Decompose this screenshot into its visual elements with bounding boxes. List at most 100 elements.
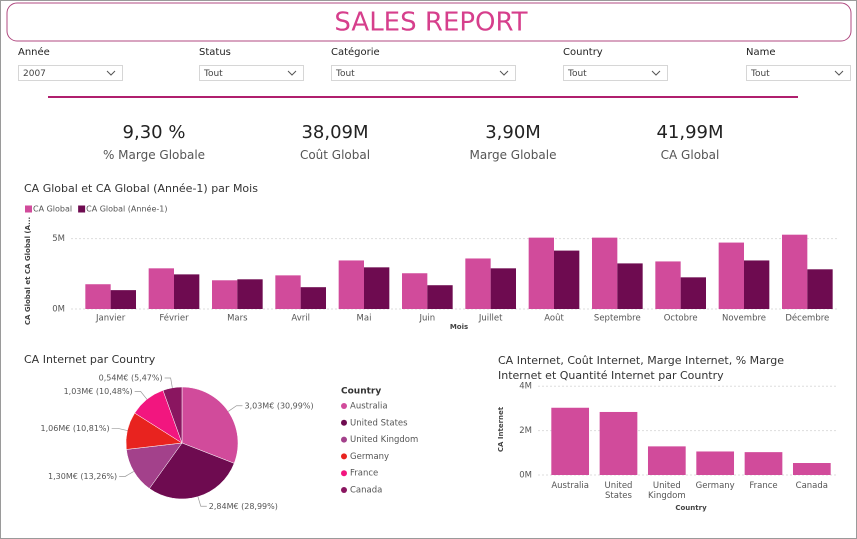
x-tick-label: Septembre (594, 314, 641, 324)
report-title: SALES REPORT (334, 8, 527, 38)
data-label: 3,03M€ (30,99%) (244, 401, 313, 410)
leader-line (164, 377, 173, 388)
x-axis-label: Mois (450, 323, 468, 331)
leader-line (111, 427, 128, 431)
x-axis-label: Country (675, 504, 707, 512)
legend-title: Country (341, 387, 381, 397)
kpi-label: Coût Global (299, 148, 371, 162)
bar (85, 284, 111, 309)
legend-label: CA Global (Année-1) (86, 204, 167, 214)
data-label: 1,06M€ (10,81%) (41, 424, 110, 433)
y-tick-label: 2M (519, 426, 532, 436)
chart-title: CA Internet par Country (24, 353, 156, 366)
x-tick-label: United Kingdom (648, 481, 686, 501)
x-tick-label: Germany (695, 481, 735, 491)
bar (275, 275, 301, 309)
kpi-value: 38,09M (301, 122, 369, 143)
leader-line (134, 391, 148, 400)
kpi-label: CA Global (660, 148, 720, 162)
chevron (499, 70, 509, 76)
bar (110, 290, 136, 309)
filter-dropdown[interactable]: Tout (563, 65, 668, 81)
legend-swatch (341, 419, 347, 426)
data-label: 2,84M€ (28,99%) (209, 502, 278, 511)
bar (792, 463, 831, 475)
bar (744, 452, 783, 475)
leader-line (228, 405, 243, 412)
chevron (834, 70, 844, 76)
y-axis-label: CA Internet (497, 406, 505, 452)
chevron (651, 70, 661, 76)
legend-label: United Kingdom (350, 435, 418, 445)
kpi-label: Marge Globale (469, 148, 557, 162)
chart-title: CA Global et CA Global (Année-1) par Moi… (24, 182, 258, 195)
leader-line (119, 471, 134, 477)
x-tick-label: Juillet (478, 314, 503, 324)
bar (592, 237, 618, 309)
bar (647, 446, 686, 475)
legend-swatch (25, 205, 32, 213)
bar (427, 285, 453, 309)
bar (744, 260, 770, 309)
x-tick-label: United States (604, 481, 633, 501)
filter-dropdown[interactable]: 2007 (18, 65, 123, 81)
legend-swatch (78, 205, 86, 213)
bar (718, 242, 744, 309)
title-box (6, 2, 852, 42)
pie-slice (149, 442, 235, 500)
y-tick-label: 5M (52, 234, 65, 244)
bar (402, 273, 428, 309)
x-tick-label: France (749, 481, 778, 491)
legend-swatch (341, 470, 347, 477)
bar (364, 267, 390, 309)
legend-label: Australia (350, 402, 388, 412)
legend-swatch (341, 403, 347, 409)
bar (680, 277, 706, 309)
y-tick-label: 0M (52, 305, 65, 315)
bar (300, 287, 326, 309)
x-tick-label: Juin (419, 314, 436, 324)
x-tick-label: Février (159, 313, 189, 324)
chevron (287, 70, 297, 76)
legend-label: Germany (350, 452, 389, 462)
legend-label: United States (350, 418, 408, 428)
filter-label: Country (563, 47, 603, 58)
bar (655, 261, 681, 309)
bar (528, 237, 554, 309)
x-tick-label: Novembre (722, 314, 766, 324)
x-tick-label: Avril (291, 314, 310, 324)
filter-label: Année (18, 47, 50, 58)
filter-dropdown[interactable]: Tout (199, 65, 304, 81)
filter-dropdown[interactable]: Tout (746, 65, 851, 81)
data-label: 1,03M€ (10,48%) (64, 387, 133, 396)
bar (490, 268, 516, 309)
chevron (106, 70, 116, 76)
bar (782, 234, 808, 309)
x-tick-label: Octobre (664, 314, 698, 324)
x-tick-label: Mars (227, 314, 248, 324)
y-tick-label: 0M (519, 471, 532, 481)
bar (551, 407, 590, 475)
x-tick-label: Août (544, 314, 564, 324)
data-label: 0,54M€ (5,47%) (99, 373, 163, 382)
kpi-value: 9,30 % (122, 122, 186, 143)
legend-label: Canada (350, 486, 382, 496)
bar (148, 268, 174, 309)
bar (696, 451, 735, 475)
legend-swatch (341, 487, 347, 493)
chart-title: CA Internet, Coût Internet, Marge Intern… (498, 354, 784, 382)
legend-swatch (341, 453, 347, 460)
leader-line (197, 496, 207, 507)
y-axis-label: CA Global et CA Global (A... (24, 217, 32, 325)
bar (237, 279, 263, 309)
legend-swatch (341, 436, 347, 443)
bar (599, 411, 638, 475)
filter-label: Name (746, 47, 776, 58)
pie-slice (162, 386, 183, 444)
kpi-value: 3,90M (485, 122, 541, 143)
x-tick-label: Décembre (785, 313, 829, 324)
x-tick-label: Janvier (95, 314, 126, 324)
filter-dropdown[interactable]: Tout (331, 65, 516, 81)
